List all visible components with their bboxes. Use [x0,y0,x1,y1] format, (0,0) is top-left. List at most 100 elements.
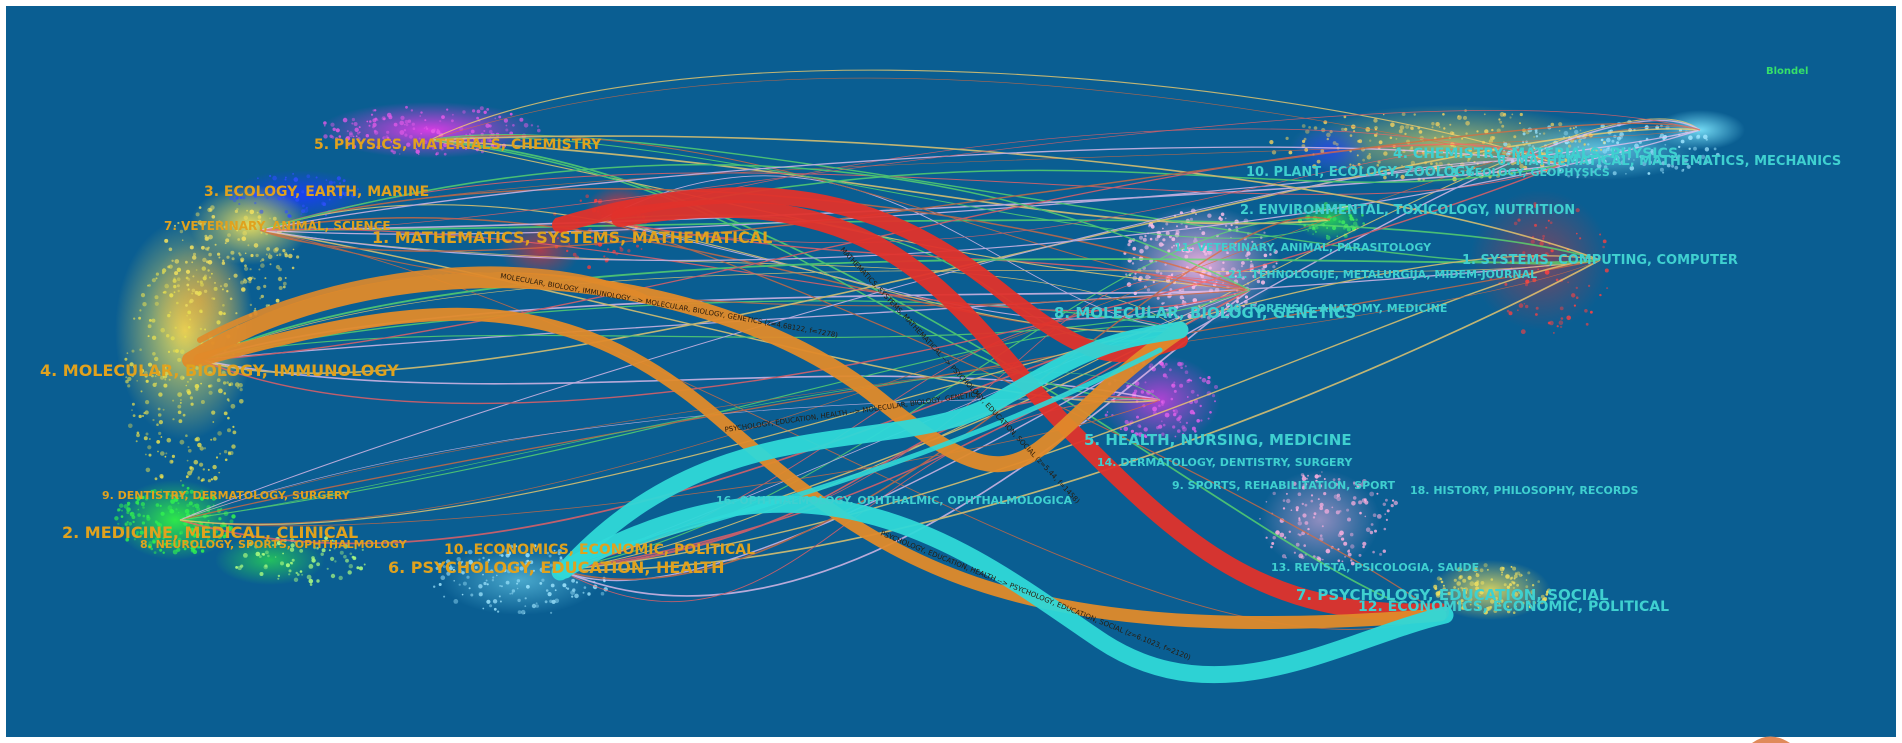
right-label-systems: 1. SYSTEMS, COMPUTING, COMPUTER [1462,253,1738,268]
map-point [151,278,156,283]
map-point [188,449,192,453]
map-point [483,110,487,115]
map-point [418,137,421,140]
map-point [470,593,474,597]
map-point [1332,216,1337,221]
map-point [1295,506,1300,510]
map-point [274,556,277,558]
map-point [1463,115,1467,120]
map-point [1295,542,1300,547]
map-point [343,191,349,197]
map-point [196,280,200,283]
right-label-molecular: 8. MOLECULAR, BIOLOGY, GENETICS [1054,304,1356,322]
map-point [1489,277,1493,280]
map-point [1222,261,1225,264]
map-point [162,374,168,379]
map-point [313,546,317,550]
map-point [1334,482,1339,487]
map-point [148,453,152,457]
map-point [1158,404,1161,408]
map-point [348,564,353,569]
map-point [382,136,386,140]
map-point [157,450,159,453]
map-point [215,456,219,459]
map-point [446,571,451,576]
map-point [133,538,136,541]
map-point [1400,174,1405,180]
map-point [372,122,377,127]
map-point [1431,126,1434,129]
map-point [1169,288,1173,292]
map-point [1364,515,1367,518]
map-point [1579,237,1582,240]
map-point [1343,541,1348,546]
map-point [435,153,438,156]
map-point [489,139,493,143]
map-point [199,327,203,331]
map-point [1614,155,1620,161]
map-point [535,604,539,608]
map-point [240,257,245,262]
map-point [393,122,398,127]
map-point [221,261,226,265]
map-point [1162,373,1167,378]
map-point [431,146,436,150]
map-point [1130,429,1134,433]
map-point [190,547,193,550]
map-point [1349,532,1354,537]
map-point [1544,269,1550,275]
map-point [594,198,598,203]
map-point [1298,518,1301,522]
map-point [1173,244,1175,247]
map-point [1288,150,1293,155]
map-point [1465,569,1468,572]
map-point [184,490,189,495]
map-point [1187,313,1193,319]
map-point [136,433,140,438]
map-point [1574,129,1579,135]
map-point [227,416,230,420]
map-point [334,560,337,563]
map-point [1303,137,1307,141]
map-point [1499,112,1505,117]
map-point [1346,508,1350,512]
map-point [1479,590,1484,595]
map-point [192,255,197,260]
map-point [145,432,149,436]
map-point [1214,385,1218,389]
map-point [505,128,509,132]
map-point [566,249,569,253]
map-point [1490,136,1495,141]
map-point [184,335,187,338]
map-point [492,576,495,579]
map-point [276,254,279,256]
map-point [1304,482,1308,486]
map-point [256,285,261,291]
map-point [1321,128,1326,133]
map-point [257,219,261,223]
map-point [516,587,519,590]
map-point [461,593,464,596]
map-point [520,609,526,615]
map-point [175,508,178,511]
map-point [1475,572,1478,575]
right-label-health: 5. HEALTH, NURSING, MEDICINE [1084,431,1352,449]
map-point [1182,426,1187,432]
map-point [116,508,121,512]
map-point [1633,159,1635,161]
map-point [486,583,489,586]
map-point [1704,147,1710,152]
map-point [1119,428,1122,431]
map-point [187,288,190,291]
map-point [1697,161,1700,164]
map-point [1230,224,1233,227]
map-point [277,574,281,578]
map-point [1680,139,1685,144]
map-point [1297,492,1302,497]
map-point [221,370,226,375]
map-point [1132,246,1137,251]
map-point [338,135,342,138]
map-point [260,231,263,234]
map-point [557,549,562,553]
map-point [1557,168,1562,172]
